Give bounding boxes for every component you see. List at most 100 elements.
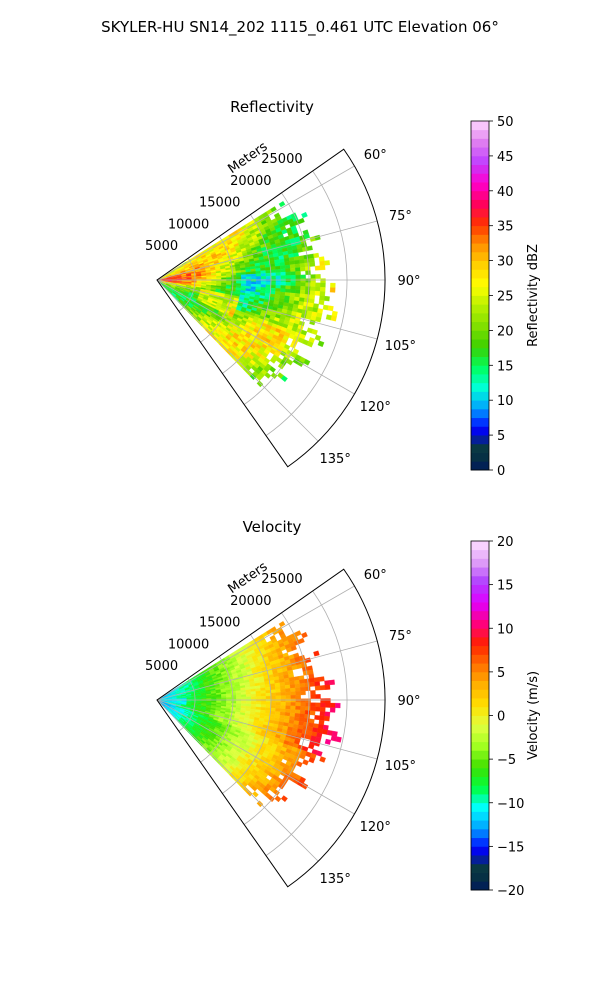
field-cell [314, 715, 320, 721]
field-cell [280, 275, 287, 280]
colorbar-segment [471, 575, 489, 586]
field-cell [251, 698, 257, 702]
panel-title: Velocity [243, 518, 302, 536]
field-cell [304, 290, 311, 295]
radial-tick-label: 25000 [261, 572, 302, 587]
theta-tick-label: 135° [320, 452, 351, 467]
colorbar-segment [471, 706, 489, 716]
field-cell [236, 701, 242, 704]
field-cell [300, 282, 306, 287]
field-cell [300, 706, 306, 711]
field-cell [226, 695, 232, 698]
field-cell [314, 265, 321, 271]
field-cell [294, 679, 300, 685]
colorbar-tick-label: 5 [497, 429, 505, 444]
field-cell [296, 761, 303, 768]
colorbar-segment [471, 251, 489, 261]
field-cell [274, 795, 282, 803]
field-cell [304, 678, 310, 684]
field-cell [303, 358, 311, 366]
colorbar-segment [471, 278, 489, 288]
radial-grid-arc [265, 590, 348, 856]
field-cell [335, 702, 341, 709]
field-cell [285, 708, 291, 713]
field-cell [280, 698, 287, 703]
colorbar-tick-label: 10 [497, 394, 514, 409]
field-cell [300, 690, 306, 696]
theta-tick-label: 75° [389, 629, 412, 644]
field-cell [329, 707, 336, 713]
colorbar-segment [471, 330, 489, 340]
field-cell [290, 275, 296, 279]
polar-panel-velocity: Velocity 5000 10000 15000 20000 25000 60° 75° 90… [145, 518, 541, 899]
theta-grid-line [156, 640, 378, 701]
field-cell [251, 278, 257, 282]
field-cell [265, 272, 272, 277]
field-cell [301, 246, 309, 252]
field-cell [280, 268, 286, 273]
radial-tick-label: 5000 [145, 239, 178, 254]
field-cell [284, 264, 291, 269]
field-cell [285, 705, 291, 710]
field-cell [285, 282, 291, 286]
field-cell [265, 701, 272, 706]
field-cell [280, 795, 288, 803]
field-cell [306, 341, 314, 348]
field-cell [280, 288, 286, 293]
colorbar-segment [471, 828, 489, 839]
field-cell [255, 281, 262, 285]
colorbar-segment [471, 208, 489, 218]
field-cell [318, 256, 325, 262]
radial-tick-label: 20000 [230, 594, 271, 609]
colorbar-segment [471, 863, 489, 873]
field-cell [240, 274, 247, 278]
field-cell [330, 315, 337, 322]
field-cell [319, 265, 326, 271]
colorbar-tick-label: 25 [497, 290, 514, 305]
field-cell [290, 698, 296, 703]
field-cell [270, 698, 277, 703]
field-cell [294, 289, 301, 294]
field-cell [275, 701, 282, 706]
field-cell [275, 281, 282, 286]
radial-tick-label: 15000 [199, 616, 240, 631]
field-cell [265, 692, 272, 697]
field-cell [265, 284, 272, 289]
colorbar-tick-label: 50 [497, 115, 514, 130]
radial-grid-arc [265, 170, 348, 436]
colorbar-segment [471, 872, 489, 882]
field-cell [270, 686, 276, 691]
field-cell [231, 277, 237, 280]
field-cell [246, 699, 252, 702]
field-cell [324, 680, 330, 686]
theta-grid-line [156, 220, 378, 281]
field-cell [304, 710, 311, 715]
field-cell [284, 684, 291, 689]
colorbar-segment [471, 794, 489, 804]
field-cell [290, 282, 296, 287]
radial-grid-arc [200, 236, 234, 343]
field-cell [246, 696, 252, 700]
field-cell [255, 270, 262, 275]
field-cell [235, 694, 242, 698]
field-cell [245, 701, 252, 705]
colorbar-segment [471, 802, 489, 812]
theta-tick-label: 105° [385, 759, 416, 774]
field-cell [299, 289, 306, 295]
colorbar-segment [471, 558, 489, 568]
colorbar-tick-label: 45 [497, 150, 514, 165]
radial-grid-arc [243, 192, 310, 405]
colorbar-segment [471, 138, 489, 148]
field-cell [245, 694, 252, 698]
field-cell [335, 736, 342, 743]
field-cell [278, 620, 286, 628]
theta-grid-line [156, 585, 355, 701]
field-cell [319, 711, 326, 717]
field-cell [295, 271, 301, 276]
radial-grid-arc [200, 656, 234, 763]
colorbar-segment [471, 811, 489, 821]
radial-grid-arc [222, 634, 272, 794]
field-cell [256, 380, 264, 388]
